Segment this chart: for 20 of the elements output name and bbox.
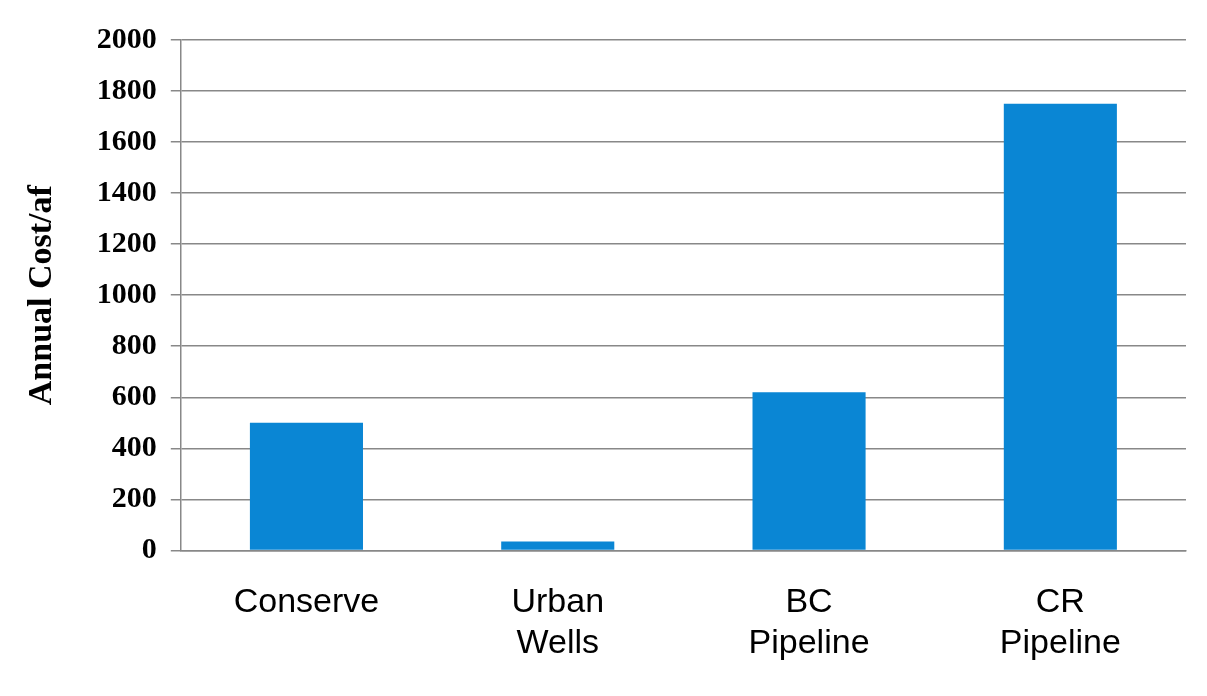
bar bbox=[249, 422, 363, 550]
y-tick-label: 1600 bbox=[96, 122, 157, 156]
bar bbox=[752, 392, 866, 550]
x-tick-label: BC Pipeline bbox=[748, 581, 870, 660]
y-tick-label: 1800 bbox=[96, 71, 157, 105]
y-tick-label: 2000 bbox=[96, 20, 157, 54]
y-tick-label: 1000 bbox=[96, 275, 157, 309]
y-axis-title: Annual Cost/af bbox=[21, 184, 59, 406]
y-tick-label: 1400 bbox=[96, 173, 157, 207]
y-tick-label: 200 bbox=[111, 480, 157, 514]
x-tick-label: Conserve bbox=[233, 581, 380, 620]
y-tick-label: 1200 bbox=[96, 224, 157, 258]
y-tick-label: 0 bbox=[141, 531, 157, 565]
x-tick-label: CR Pipeline bbox=[999, 581, 1121, 660]
y-tick-label: 800 bbox=[111, 326, 157, 360]
bar bbox=[1003, 103, 1117, 550]
x-tick-label: Urban Wells bbox=[511, 581, 605, 660]
y-tick-label: 400 bbox=[111, 429, 157, 463]
y-tick-label: 600 bbox=[111, 378, 157, 412]
bar bbox=[501, 541, 615, 550]
